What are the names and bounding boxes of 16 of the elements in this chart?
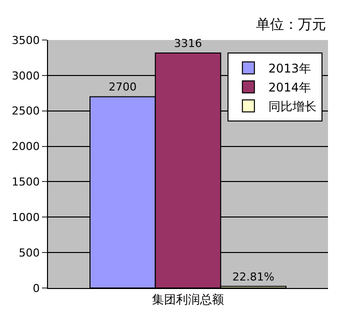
legend-label: 2014年 [268, 80, 311, 95]
y-tick-label: 2500 [12, 104, 40, 118]
data-label: 2700 [108, 80, 137, 94]
data-label: 22.81% [232, 270, 274, 284]
data-label: 3316 [174, 37, 202, 50]
y-tick-label: 1500 [12, 176, 40, 189]
y-tick-label: 1000 [12, 210, 40, 224]
y-tick-label: 2000 [12, 140, 40, 154]
x-tick-label: 集团利润总额 [152, 292, 224, 306]
legend-label: 2013年 [268, 62, 311, 76]
y-tick-label: 500 [18, 246, 40, 260]
legend-label: 同比增长 [268, 100, 316, 114]
y-tick-label: 0 [32, 282, 40, 295]
y-tick-label: 3000 [12, 69, 40, 82]
text: 单位：万元 [256, 17, 326, 33]
y-tick-label: 3500 [12, 34, 40, 47]
